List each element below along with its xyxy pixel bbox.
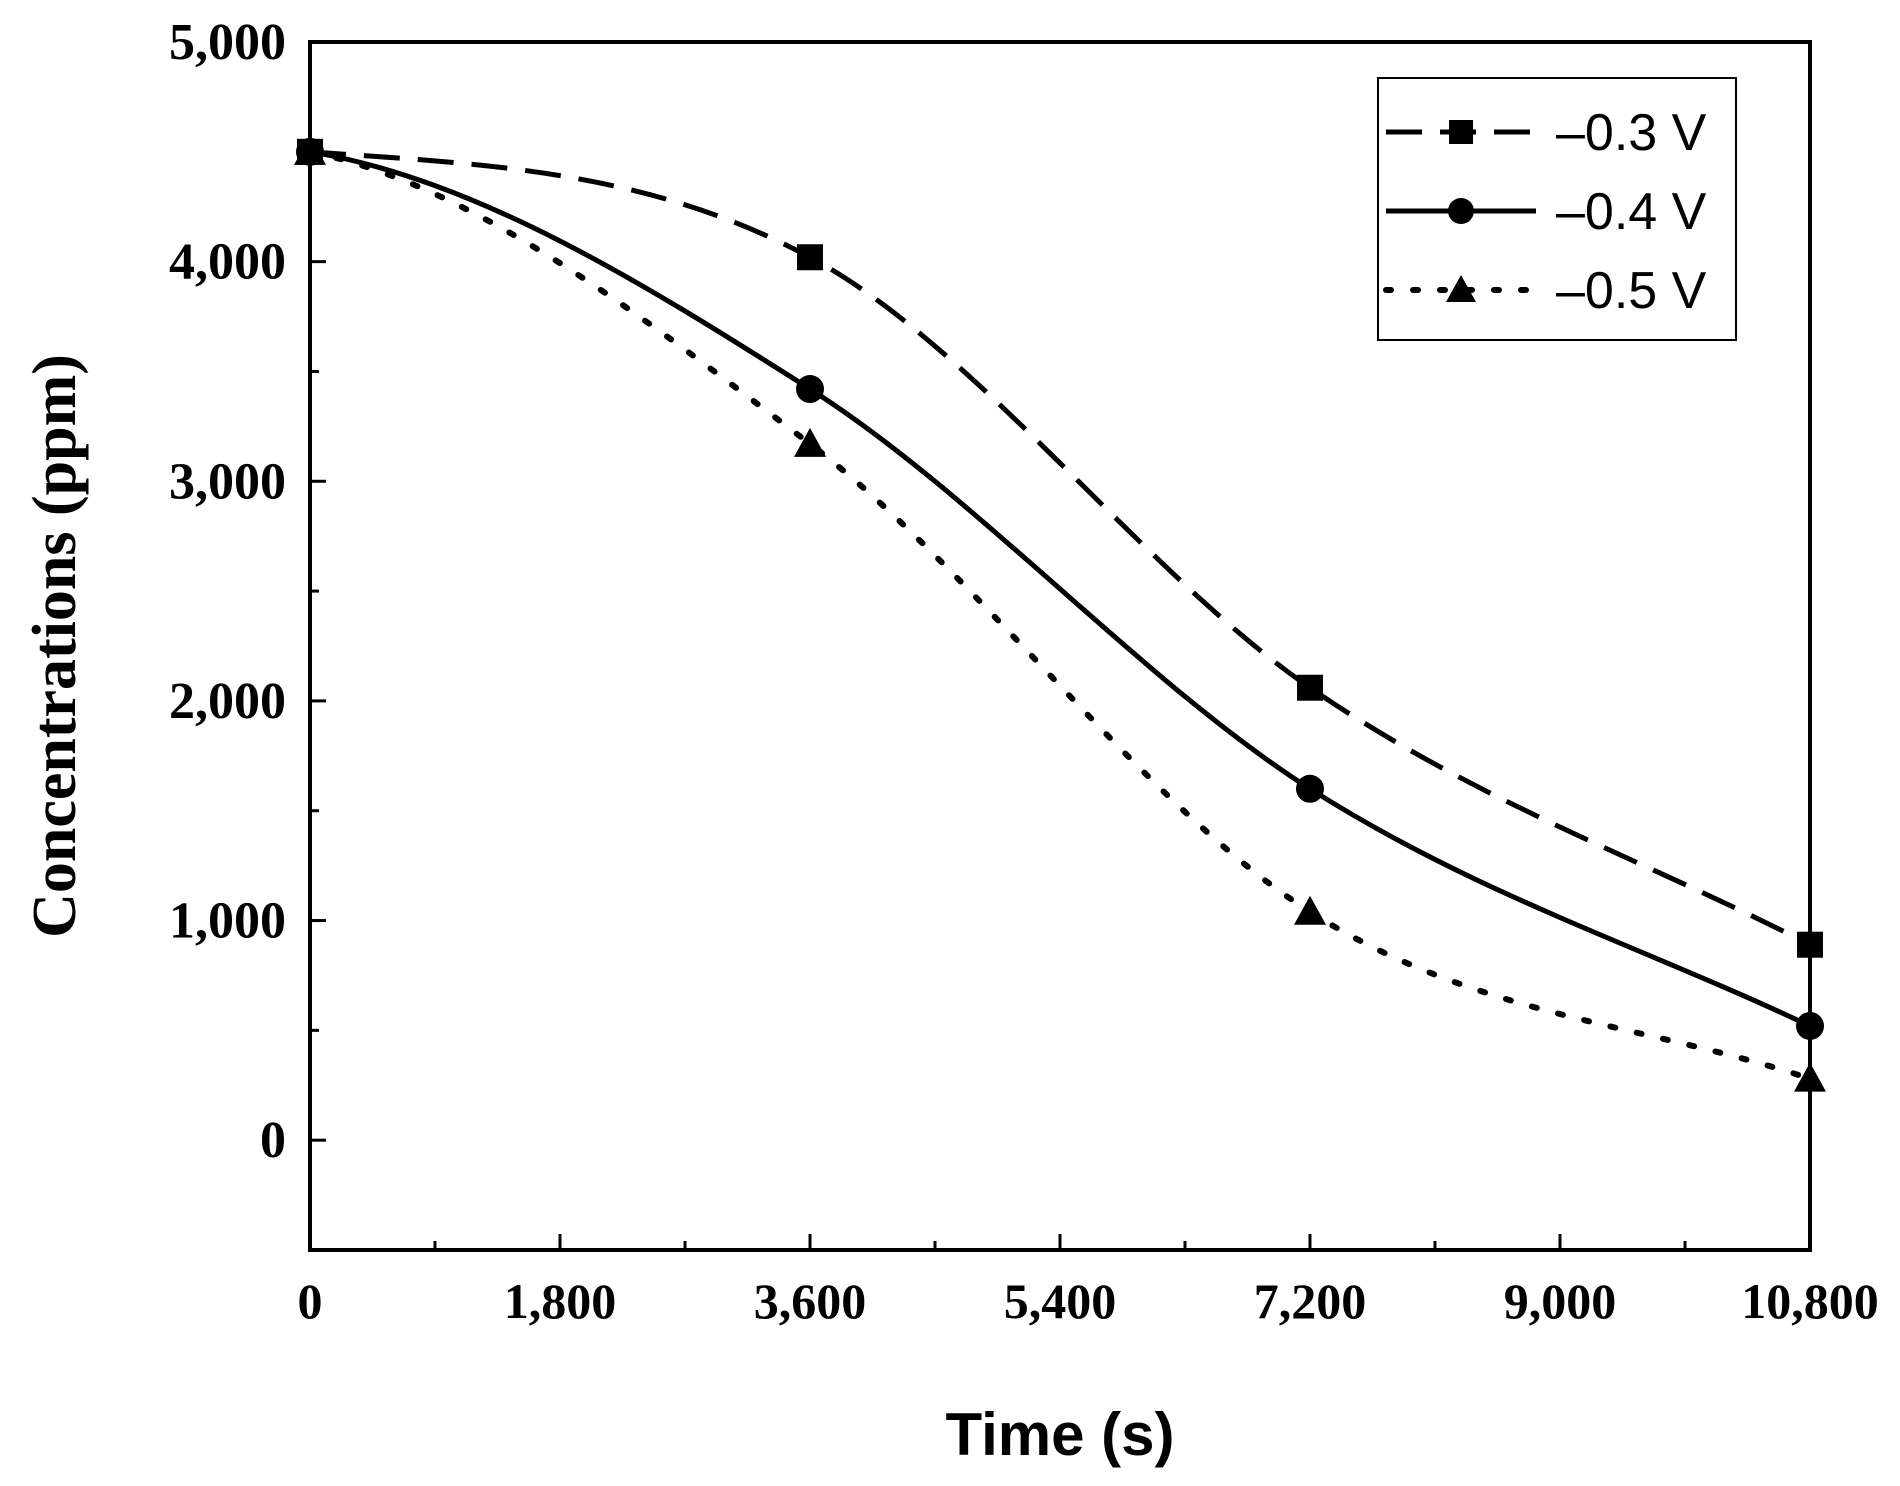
data-point-triangle — [1446, 275, 1476, 302]
series-triangle — [294, 135, 1826, 1092]
legend-label: –0.4 V — [1556, 183, 1707, 241]
series-line — [309, 149, 1812, 1029]
y-axis: 0 1,000 2,000 3,000 4,000 5,000 — [169, 14, 326, 1252]
y-tick-label: 4,000 — [169, 234, 286, 291]
data-point-circle — [1448, 198, 1474, 224]
legend: –0.3 V –0.4 V –0.5 V — [1377, 77, 1737, 341]
series-line — [307, 148, 1813, 1082]
data-point-circle — [796, 375, 824, 404]
y-tick-label: 0 — [260, 1112, 286, 1169]
x-tick-label: 5,400 — [1004, 1273, 1117, 1329]
legend-item: –0.4 V — [1386, 183, 1707, 241]
x-tick-label: 9,000 — [1504, 1273, 1617, 1329]
data-point-square — [797, 244, 823, 271]
data-point-triangle — [1794, 1062, 1826, 1092]
legend-item: –0.5 V — [1383, 262, 1707, 320]
y-tick-label: 2,000 — [169, 673, 286, 730]
data-point-triangle — [294, 135, 326, 165]
legend-label: –0.5 V — [1556, 262, 1707, 320]
data-point-triangle — [794, 427, 826, 457]
data-point-square — [1797, 931, 1823, 958]
series-layer — [294, 135, 1826, 1092]
x-tick-label: 7,200 — [1254, 1273, 1367, 1329]
series-line — [309, 149, 1812, 947]
legend-label: –0.3 V — [1556, 104, 1707, 162]
data-point-circle — [1796, 1011, 1824, 1040]
y-tick-label: 1,000 — [169, 893, 286, 950]
x-tick-label: 10,800 — [1741, 1273, 1879, 1329]
data-point-circle — [1296, 774, 1324, 803]
x-tick-label: 0 — [298, 1273, 323, 1329]
x-tick-label: 1,800 — [504, 1273, 617, 1329]
data-point-triangle — [1294, 895, 1326, 925]
legend-item: –0.3 V — [1386, 104, 1707, 162]
x-axis: 0 1,800 3,600 5,400 7,200 9,000 10,800 — [298, 1234, 1879, 1329]
data-point-square — [1449, 120, 1473, 144]
x-axis-title: Time (s) — [946, 1401, 1175, 1468]
y-tick-label: 3,000 — [169, 453, 286, 510]
x-tick-label: 3,600 — [754, 1273, 867, 1329]
y-tick-label: 5,000 — [169, 14, 286, 71]
data-point-square — [1297, 674, 1323, 701]
y-axis-title: Concentrations (ppm) — [21, 354, 89, 938]
